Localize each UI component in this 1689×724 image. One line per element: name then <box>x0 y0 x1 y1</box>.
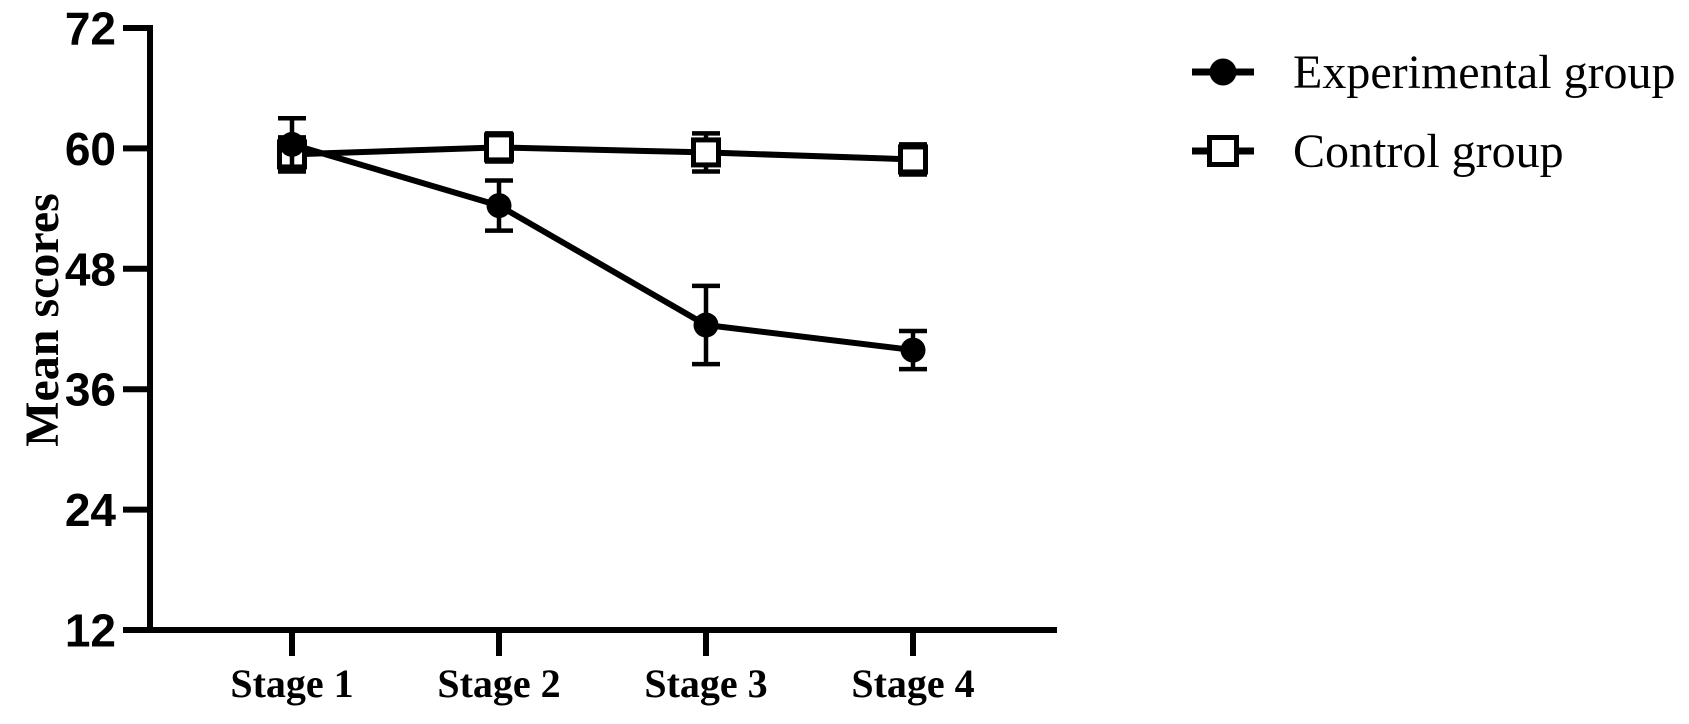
experimental-data-point-marker <box>486 193 512 219</box>
legend: Experimental group Control group <box>1192 42 1676 181</box>
legend-item-control: Control group <box>1192 121 1676 181</box>
experimental-data-point-marker <box>693 312 719 338</box>
y-tick-label: 36 <box>65 364 116 416</box>
x-tick-label: Stage 2 <box>437 661 560 706</box>
x-tick-label: Stage 4 <box>851 661 974 706</box>
experimental-data-point-marker <box>279 131 305 157</box>
y-tick-label: 48 <box>65 243 116 295</box>
y-tick-label: 12 <box>65 605 116 657</box>
legend-label-experimental: Experimental group <box>1293 45 1676 99</box>
control-data-point-marker <box>898 144 928 175</box>
control-data-point-marker <box>484 132 514 163</box>
y-tick-label: 72 <box>65 3 116 55</box>
control-series-line <box>289 144 916 163</box>
filled-circle-marker-icon <box>1192 58 1254 86</box>
y-tick-label: 60 <box>65 123 116 175</box>
control-data-point-marker <box>691 137 721 168</box>
legend-label-control: Control group <box>1293 124 1564 178</box>
x-tick-label: Stage 1 <box>230 661 353 706</box>
experimental-data-point-marker <box>900 337 926 363</box>
y-axis-title: Mean scores <box>16 193 69 447</box>
experimental-series-line <box>289 141 916 354</box>
x-tick-label: Stage 3 <box>644 661 767 706</box>
open-square-marker-icon <box>1192 135 1254 167</box>
legend-item-experimental: Experimental group <box>1192 42 1676 102</box>
y-tick-label: 24 <box>65 484 117 536</box>
